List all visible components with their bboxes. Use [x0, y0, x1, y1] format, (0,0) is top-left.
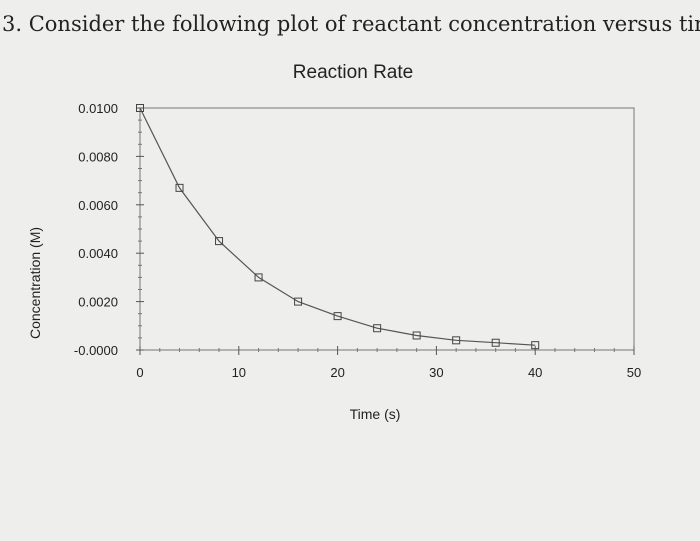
plot-frame	[139, 107, 635, 351]
data-point	[294, 297, 303, 306]
y-tick-label: 0.0100	[78, 101, 118, 116]
y-tick-label: 0.0060	[78, 198, 118, 213]
x-tick-label: 0	[136, 365, 143, 380]
data-point	[373, 324, 382, 333]
data-point	[215, 237, 224, 246]
series-layer	[136, 104, 540, 350]
data-point	[452, 336, 461, 345]
x-axis: 0 10 20 30 40 50	[136, 346, 641, 380]
x-tick-label: 10	[232, 365, 246, 380]
data-point	[254, 273, 263, 282]
y-axis-label: Concentration (M)	[27, 227, 43, 339]
data-point	[412, 331, 421, 340]
y-tick-label: 0.0080	[78, 149, 118, 164]
y-tick-label: 0.0040	[78, 246, 118, 261]
series-line	[139, 107, 536, 346]
data-point	[491, 338, 500, 347]
x-tick-label: 50	[627, 365, 641, 380]
data-point	[175, 183, 184, 192]
data-point	[531, 341, 540, 350]
x-tick-label: 40	[528, 365, 542, 380]
data-point	[136, 104, 144, 112]
x-axis-label: Time (s)	[350, 406, 401, 422]
y-axis: -0.0000 0.0020 0.0040 0.0060 0.0080 0.0100	[74, 101, 144, 358]
question-text: 3. Consider the following plot of reacta…	[2, 12, 700, 36]
x-tick-label: 20	[330, 365, 344, 380]
data-point	[333, 312, 342, 321]
x-tick-label: 30	[429, 365, 443, 380]
y-tick-label: -0.0000	[74, 343, 118, 358]
y-tick-label: 0.0020	[78, 295, 118, 310]
chart-title: Reaction Rate	[293, 62, 413, 83]
